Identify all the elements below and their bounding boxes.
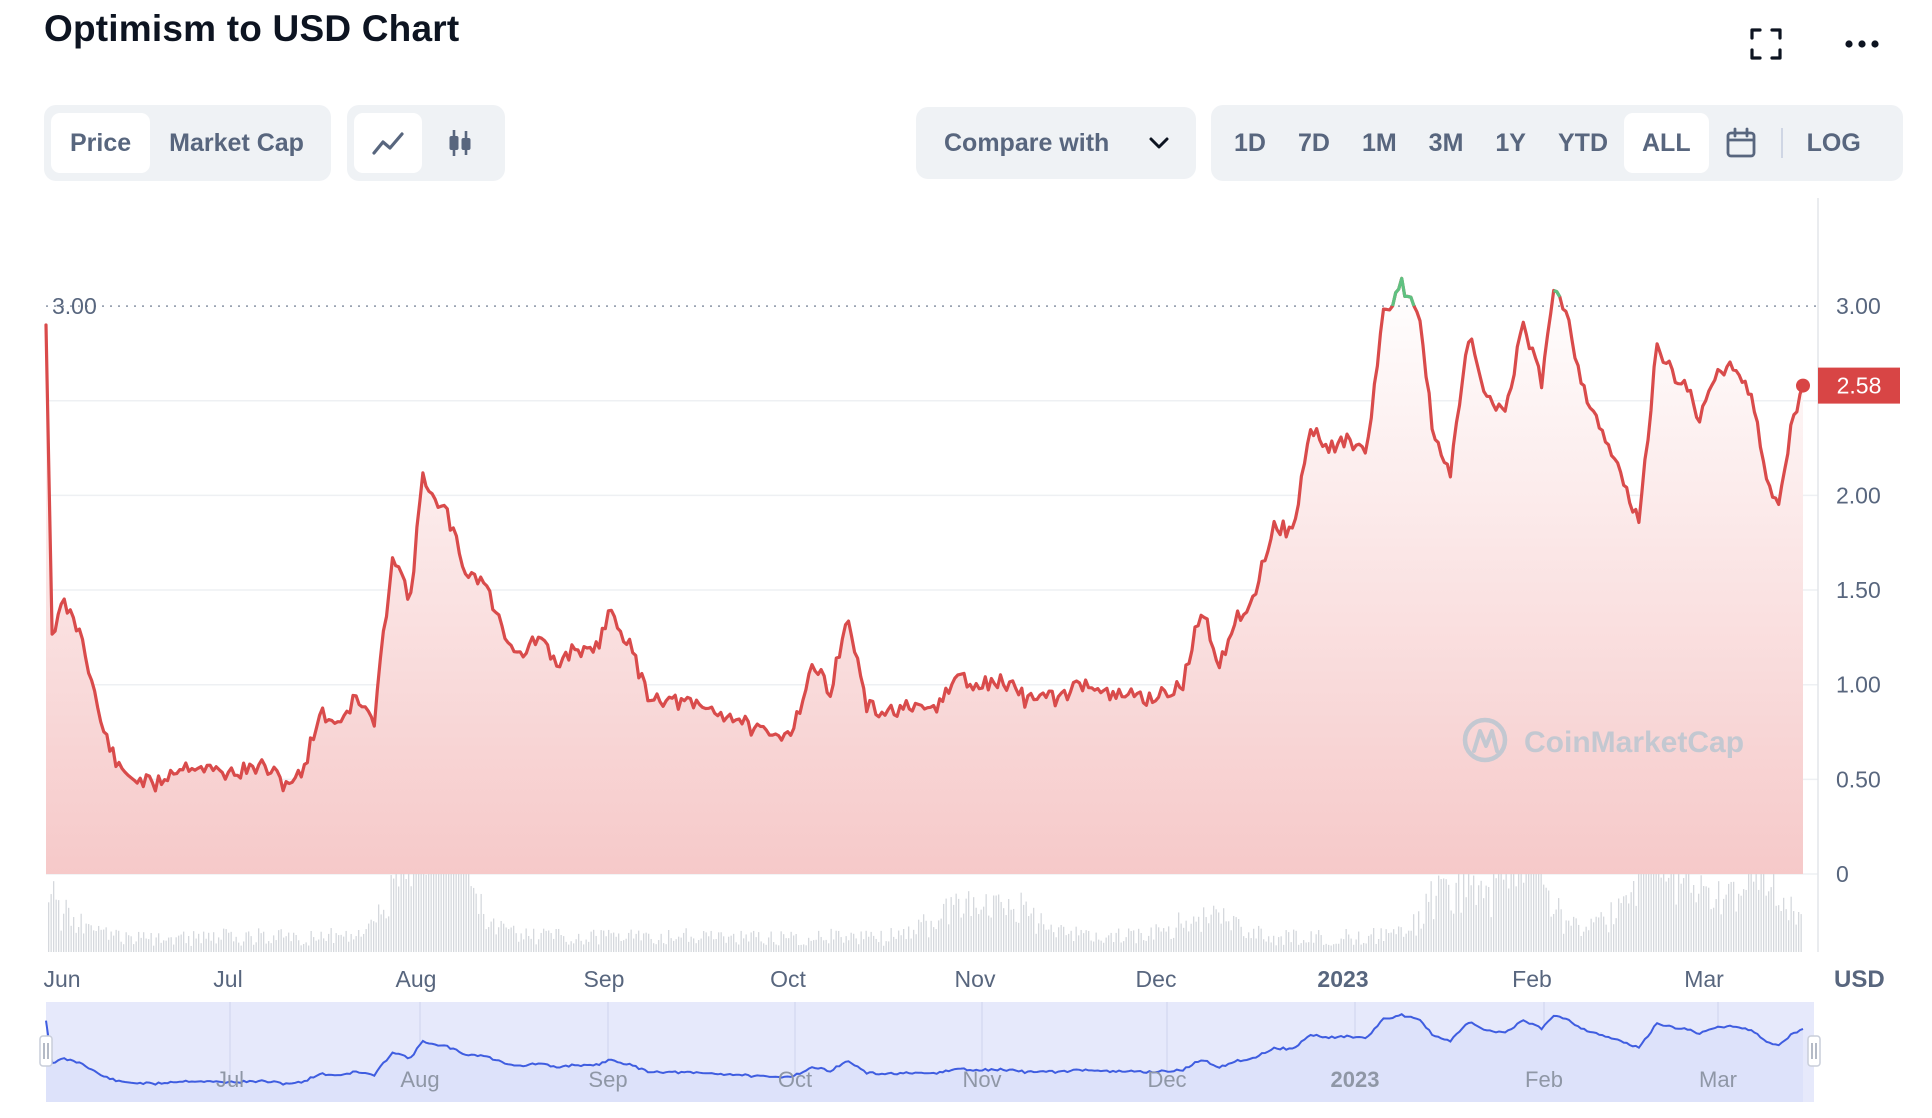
tab-market-cap[interactable]: Market Cap [169, 128, 304, 157]
line-chart-icon [372, 132, 404, 155]
candlestick-icon [449, 130, 471, 156]
navigator-left-handle [39, 1035, 53, 1067]
range-1y[interactable]: 1Y [1495, 128, 1526, 157]
range-all[interactable]: ALL [1624, 113, 1709, 173]
navigator-label: Feb [1525, 1067, 1563, 1092]
line-chart-button[interactable] [354, 113, 422, 173]
chevron-down-icon [1149, 137, 1169, 149]
x-tick-label: Sep [584, 966, 625, 992]
coinmarketcap-watermark: CoinMarketCap [1462, 717, 1744, 763]
chart-type-toggle [347, 105, 505, 181]
navigator-label: Dec [1147, 1067, 1186, 1092]
current-price-dot [1796, 378, 1810, 393]
current-price-label: 2.58 [1837, 373, 1882, 399]
compare-with-dropdown[interactable]: Compare with [916, 107, 1196, 179]
date-picker-button[interactable] [1709, 113, 1773, 173]
volume-bars [48, 803, 1802, 952]
range-navigator: Jul Aug Sep Oct Nov Dec 2023 Feb Mar [39, 1002, 1821, 1102]
navigator-label: Jul [216, 1067, 244, 1092]
navigator-label: 2023 [1331, 1067, 1380, 1092]
navigator-label: Mar [1699, 1067, 1737, 1092]
y-tick-label: 3.00 [1836, 293, 1881, 319]
range-divider [1780, 128, 1783, 158]
y-tick-label: 0.50 [1836, 766, 1881, 792]
compare-with-label: Compare with [944, 128, 1110, 157]
x-tick-label: Aug [396, 966, 437, 992]
navigator-label: Oct [778, 1067, 812, 1092]
y-tick-label: 1.50 [1836, 577, 1881, 603]
x-tick-label: Mar [1684, 966, 1724, 992]
price-line [44, 276, 1805, 793]
range-ytd[interactable]: YTD [1558, 128, 1608, 157]
log-scale-button[interactable]: LOG [1806, 128, 1861, 157]
tab-price[interactable]: Price [51, 113, 151, 173]
y-tick-label: 1.00 [1836, 672, 1881, 698]
range-7d[interactable]: 7D [1297, 128, 1330, 157]
x-tick-label: Nov [955, 966, 996, 992]
y-tick-label: 0 [1836, 861, 1849, 887]
watermark-text: CoinMarketCap [1524, 726, 1744, 759]
calendar-icon [1726, 127, 1756, 158]
more-dots-icon [1845, 40, 1879, 48]
navigator-right-handle [1807, 1035, 1821, 1067]
x-tick-label: Jun [43, 966, 80, 992]
x-tick-label: Feb [1512, 966, 1552, 992]
navigator-label: Sep [588, 1067, 627, 1092]
navigator-label: Nov [962, 1067, 1001, 1092]
range-1d[interactable]: 1D [1234, 128, 1266, 157]
navigator-label: Aug [400, 1067, 439, 1092]
metric-toggle: Price Market Cap [44, 105, 331, 181]
fullscreen-button[interactable] [1744, 22, 1788, 66]
page-title: Optimism to USD Chart [44, 8, 460, 49]
time-range-toggle: 1D 7D 1M 3M 1Y YTD ALL LOG [1211, 105, 1903, 181]
current-price-badge: 2.58 [1818, 367, 1900, 404]
x-tick-label: 2023 [1317, 966, 1368, 992]
x-tick-label: Dec [1136, 966, 1177, 992]
reference-line-label: 3.00 [52, 293, 97, 319]
x-tick-label: Oct [770, 966, 806, 992]
candlestick-chart-button[interactable] [422, 113, 498, 173]
currency-label: USD [1834, 966, 1885, 993]
price-area [46, 278, 1803, 874]
x-tick-label: Jul [213, 966, 242, 992]
range-1m[interactable]: 1M [1361, 128, 1397, 157]
range-3m[interactable]: 3M [1428, 128, 1464, 157]
y-tick-label: 2.00 [1836, 482, 1881, 508]
expand-icon [1750, 28, 1782, 60]
more-options-button[interactable] [1840, 22, 1884, 66]
